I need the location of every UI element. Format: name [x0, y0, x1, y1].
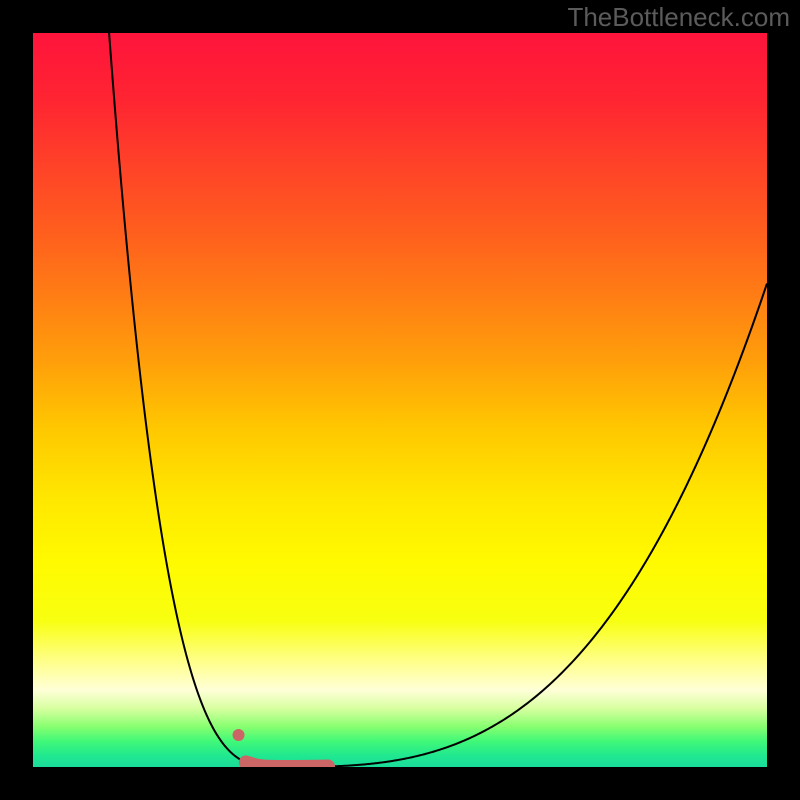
frame-right — [767, 0, 800, 800]
chart-svg — [33, 33, 767, 767]
plot-area — [33, 33, 767, 767]
frame-left — [0, 0, 33, 800]
frame-bottom — [0, 767, 800, 800]
watermark-text: TheBottleneck.com — [567, 2, 790, 33]
